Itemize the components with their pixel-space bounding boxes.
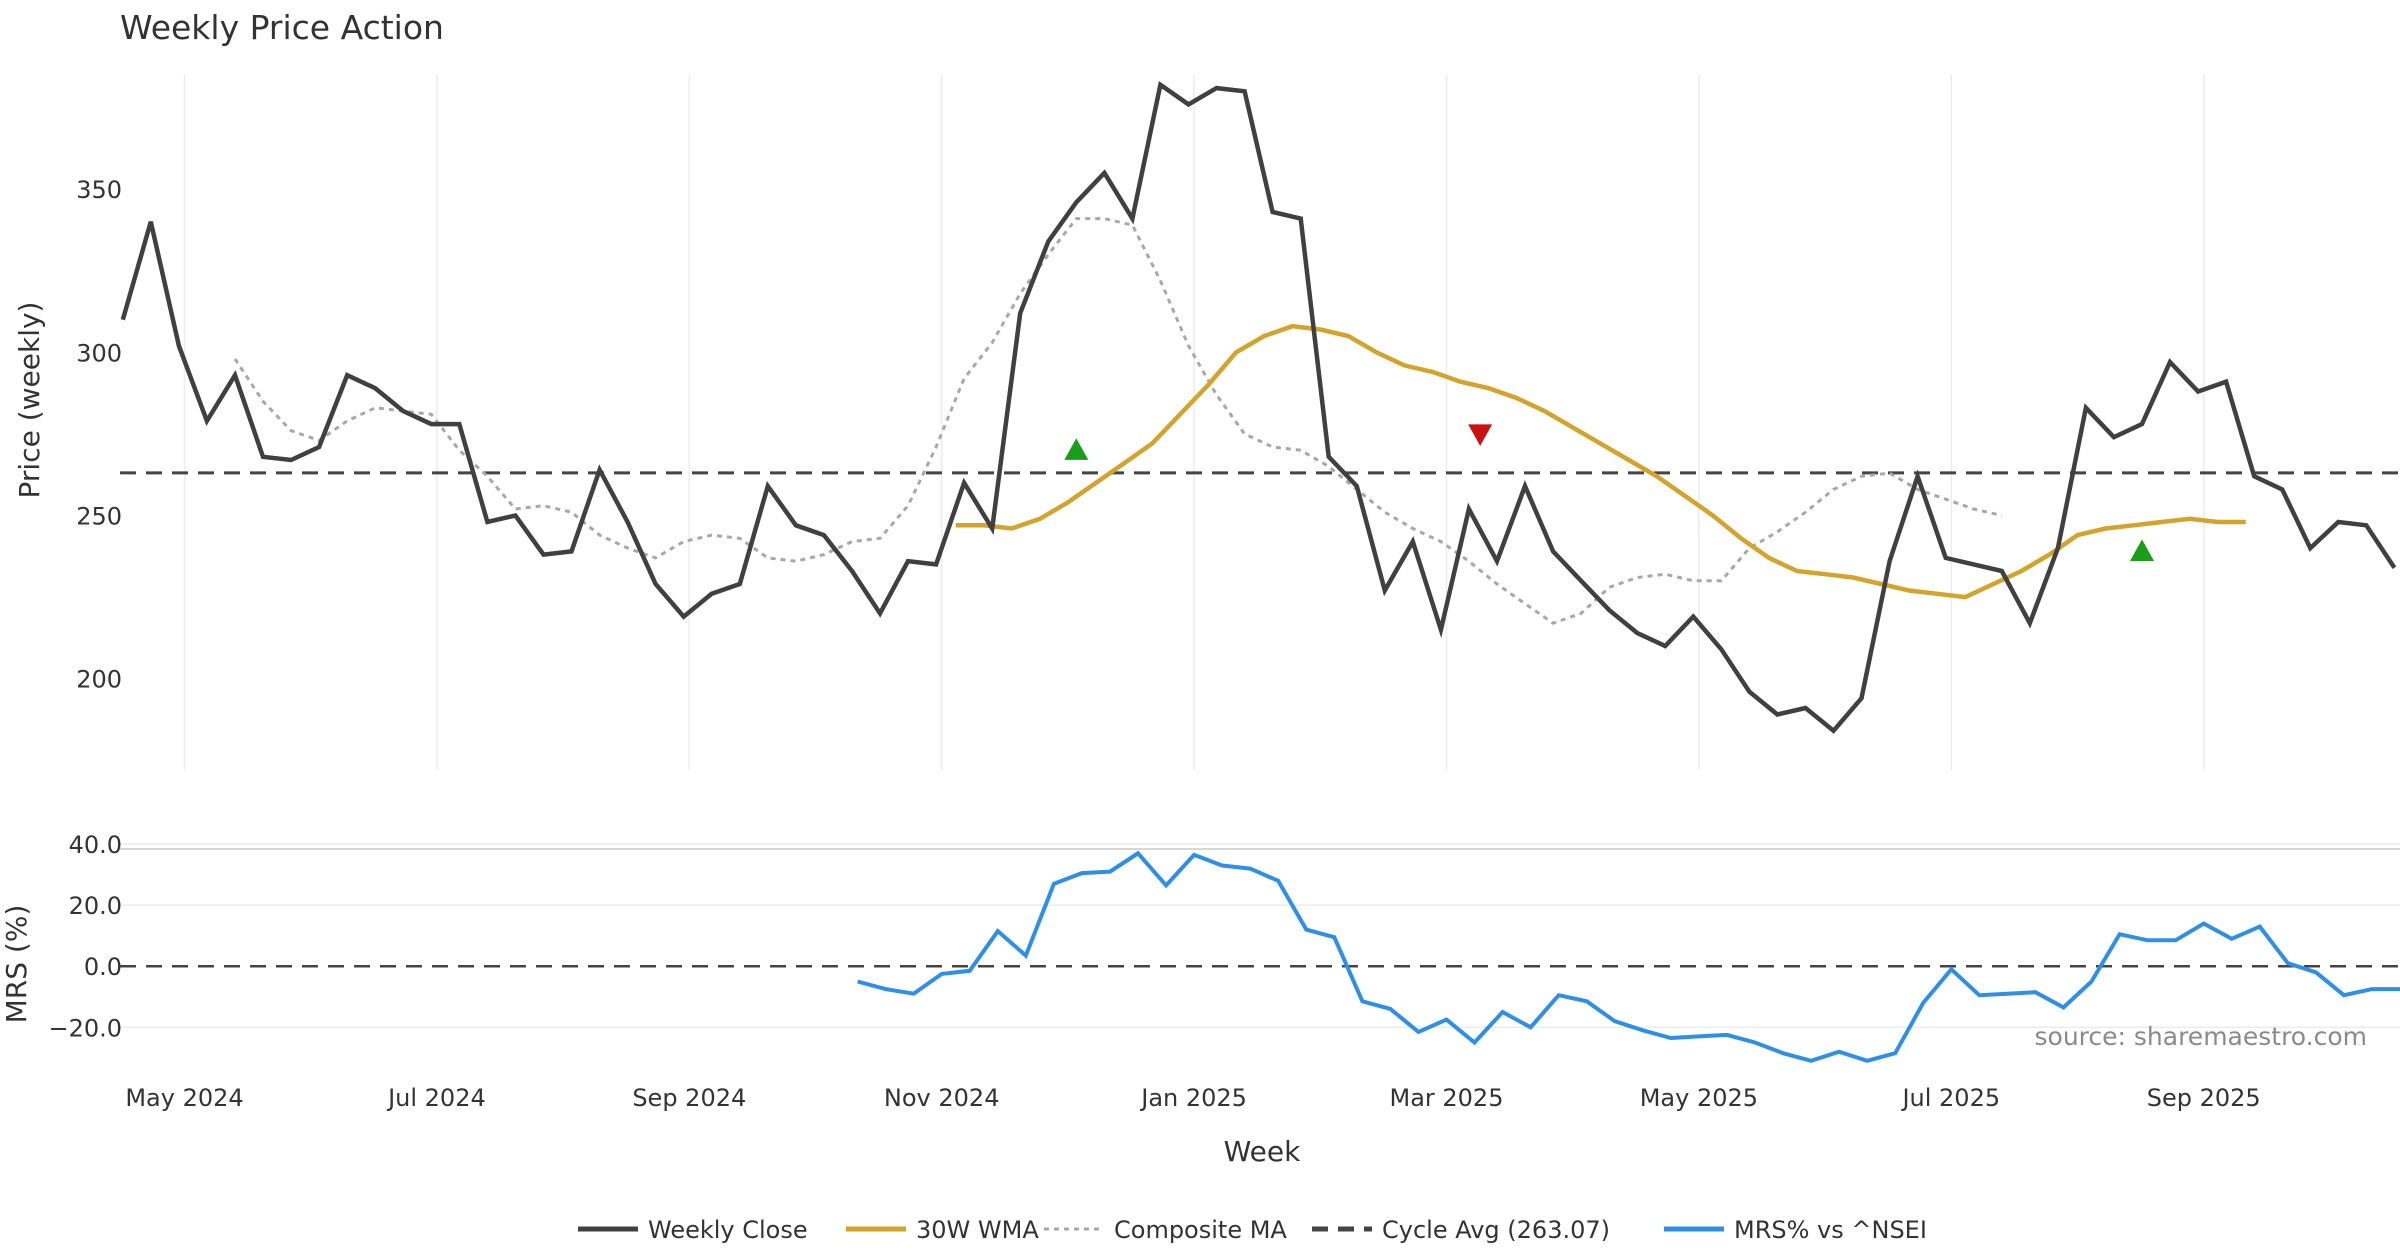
- x-tick-jul-2025: Jul 2025: [1900, 1084, 2000, 1112]
- mrs-y-ticks: 40.0 20.0 0.0 −20.0: [48, 831, 122, 1042]
- mrs-y-tick-3: −20.0: [48, 1014, 122, 1042]
- legend-label-0: Weekly Close: [648, 1216, 808, 1244]
- y-tick-200: 200: [76, 666, 122, 694]
- mrs-y-tick-2: 0.0: [84, 953, 122, 981]
- price-vertical-gridlines: [183, 75, 2205, 770]
- y-tick-350: 350: [76, 176, 122, 204]
- x-tick-may-2024: May 2024: [125, 1084, 243, 1112]
- x-tick-jan-2025: Jan 2025: [1139, 1084, 1247, 1112]
- series-mrs-vs-nsei: [857, 850, 2400, 1063]
- x-tick-jul-2024: Jul 2024: [386, 1084, 486, 1112]
- x-tick-nov-2024: Nov 2024: [884, 1084, 1000, 1112]
- mrs-y-tick-1: 20.0: [69, 892, 122, 920]
- x-axis-ticks: May 2024 Jul 2024 Sep 2024 Nov 2024 Jan 2025…: [125, 1084, 2260, 1112]
- legend-label-3: Cycle Avg (263.07): [1382, 1216, 1610, 1244]
- signal-buy-2: [2129, 539, 2154, 561]
- source-note: source: sharemaestro.com: [2035, 1022, 2368, 1051]
- x-tick-sep-2025: Sep 2025: [2147, 1084, 2261, 1112]
- legend-label-2: Composite MA: [1114, 1216, 1287, 1244]
- chart-title: Weekly Price Action: [120, 8, 444, 47]
- signal-sell-1: [1468, 424, 1493, 446]
- mrs-y-axis-label: MRS (%): [0, 905, 33, 1024]
- price-y-ticks: 200 250 300 350: [76, 176, 122, 693]
- signal-markers: [1064, 424, 2154, 561]
- mrs-horizontal-gridlines: [120, 843, 2400, 1029]
- series-30w-wma: [955, 323, 2246, 600]
- y-tick-250: 250: [76, 502, 122, 530]
- price-y-axis-label: Price (weekly): [13, 302, 46, 499]
- series-weekly-close: [120, 81, 2397, 734]
- series-composite-ma: [233, 217, 2003, 625]
- mrs-y-tick-0: 40.0: [69, 831, 122, 859]
- y-tick-300: 300: [76, 339, 122, 367]
- legend-item-cycle-avg-263-07: Cycle Avg (263.07): [1312, 1216, 1610, 1244]
- legend-item-composite-ma: Composite MA: [1044, 1216, 1287, 1244]
- x-tick-sep-2024: Sep 2024: [632, 1084, 746, 1112]
- x-tick-may-2025: May 2025: [1640, 1084, 1758, 1112]
- legend-label-1: 30W WMA: [916, 1216, 1039, 1244]
- signal-buy-0: [1064, 438, 1089, 460]
- x-axis-label: Week: [1224, 1135, 1301, 1168]
- legend-item-30w-wma: 30W WMA: [846, 1216, 1039, 1244]
- legend-item-weekly-close: Weekly Close: [578, 1216, 808, 1244]
- x-tick-mar-2025: Mar 2025: [1389, 1084, 1503, 1112]
- legend: Weekly Close 30W WMA Composite MA Cycle Avg…: [578, 1216, 1927, 1244]
- mrs-series-group: [857, 850, 2400, 1063]
- price-series-group: [120, 81, 2397, 734]
- legend-item-mrs-vs-nsei: MRS% vs ^NSEI: [1664, 1216, 1927, 1244]
- legend-label-4: MRS% vs ^NSEI: [1734, 1216, 1927, 1244]
